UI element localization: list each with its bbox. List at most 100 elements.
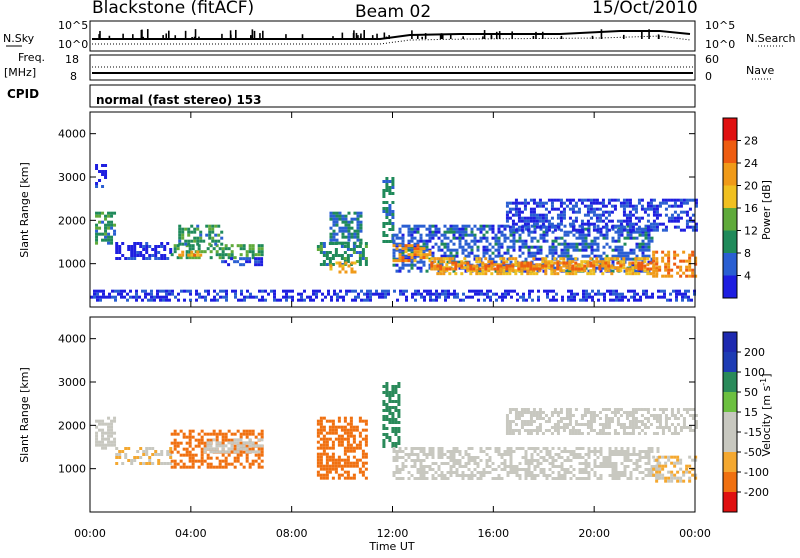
- range-cell: [337, 464, 341, 468]
- range-cell: [434, 230, 438, 234]
- range-cell: [567, 289, 570, 293]
- range-cell: [391, 177, 395, 180]
- range-cell: [346, 464, 350, 468]
- range-cell: [449, 468, 453, 471]
- range-cell: [580, 222, 584, 226]
- range-cell: [385, 216, 389, 219]
- range-cell: [227, 253, 231, 257]
- range-cell: [352, 461, 356, 465]
- range-cell: [569, 254, 573, 258]
- range-cell: [505, 420, 509, 423]
- range-cell: [126, 298, 129, 302]
- range-cell: [568, 222, 572, 226]
- range-cell: [625, 432, 629, 435]
- range-cell: [325, 464, 329, 468]
- range-cell: [611, 462, 615, 465]
- range-cell: [385, 222, 389, 225]
- range-cell: [214, 239, 218, 243]
- range-cell: [560, 465, 564, 468]
- range-cell: [215, 441, 219, 445]
- range-cell: [173, 250, 177, 254]
- range-cell: [567, 298, 570, 302]
- range-cell: [208, 233, 212, 237]
- range-cell: [581, 236, 585, 240]
- range-cell: [509, 459, 513, 462]
- range-cell: [535, 267, 539, 271]
- range-cell: [117, 292, 120, 296]
- range-cell: [622, 228, 626, 232]
- range-cell: [108, 295, 111, 299]
- range-cell: [413, 453, 417, 456]
- range-cell: [538, 429, 542, 432]
- range-cell: [623, 251, 627, 255]
- range-cell: [517, 219, 521, 223]
- range-cell: [634, 216, 638, 220]
- range-cell: [548, 251, 552, 255]
- range-cell: [212, 450, 216, 454]
- range-cell: [473, 254, 477, 258]
- range-cell: [391, 430, 395, 433]
- range-cell: [641, 242, 645, 246]
- colorbar-tick: 12: [744, 225, 758, 238]
- range-cell: [322, 473, 326, 477]
- range-cell: [118, 248, 122, 251]
- range-cell: [524, 245, 528, 249]
- range-cell: [649, 414, 653, 417]
- range-cell: [332, 229, 336, 233]
- range-cell: [353, 241, 357, 245]
- range-cell: [110, 434, 114, 438]
- range-cell: [644, 242, 648, 246]
- range-cell: [445, 269, 449, 273]
- range-cell: [391, 412, 395, 415]
- range-cell: [539, 257, 543, 261]
- range-cell: [98, 440, 102, 444]
- range-cell: [499, 264, 503, 268]
- range-cell: [173, 444, 177, 448]
- range-cell: [356, 214, 360, 218]
- range-cell: [461, 251, 465, 255]
- range-cell: [434, 227, 438, 231]
- range-cell: [343, 416, 347, 420]
- range-cell: [410, 263, 414, 267]
- range-cell: [346, 443, 350, 447]
- range-cell: [341, 217, 345, 221]
- range-cell: [652, 467, 656, 471]
- range-cell: [660, 289, 663, 293]
- range-cell: [145, 257, 149, 260]
- range-cell: [334, 458, 338, 462]
- range-cell: [694, 473, 698, 477]
- range-cell: [113, 229, 117, 233]
- range-cell: [319, 443, 323, 447]
- range-cell: [523, 201, 527, 205]
- range-cell: [638, 459, 642, 462]
- range-cell: [633, 289, 636, 293]
- range-cell: [404, 453, 408, 456]
- range-cell: [214, 233, 218, 237]
- range-cell: [397, 439, 401, 442]
- range-cell: [285, 295, 288, 299]
- range-cell: [98, 428, 102, 432]
- range-cell: [475, 266, 479, 270]
- range-cell: [401, 247, 405, 251]
- range-cell: [385, 186, 389, 189]
- range-cell: [570, 289, 573, 293]
- range-cell: [497, 450, 501, 453]
- range-cell: [339, 295, 342, 299]
- range-cell: [616, 420, 620, 423]
- range-cell: [216, 292, 219, 296]
- range-cell: [604, 417, 608, 420]
- range-cell: [661, 426, 665, 429]
- range-cell: [141, 289, 144, 293]
- range-cell: [512, 468, 516, 471]
- range-cell: [690, 298, 693, 302]
- range-cell: [532, 201, 536, 205]
- range-cell: [382, 424, 386, 427]
- range-cell: [407, 244, 411, 248]
- range-cell: [335, 217, 339, 221]
- range-cell: [593, 248, 597, 252]
- range-cell: [664, 408, 668, 411]
- range-cell: [508, 432, 512, 435]
- range-cell: [537, 289, 540, 293]
- range-cell: [646, 213, 650, 217]
- range-cell: [626, 459, 630, 462]
